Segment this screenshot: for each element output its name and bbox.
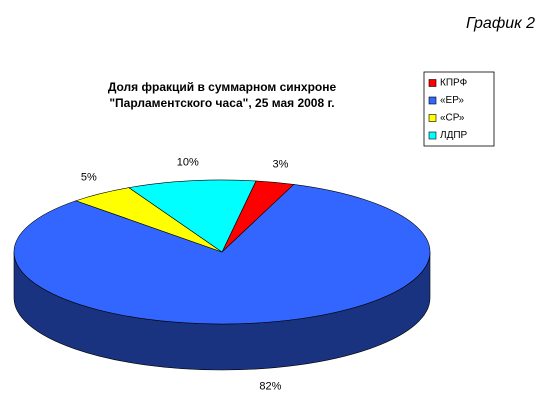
legend-swatch (428, 79, 437, 87)
pie-slice (128, 179, 257, 253)
data-label: 5% (81, 172, 97, 184)
caption: График 2 (466, 15, 535, 32)
legend-swatch (428, 114, 437, 122)
chart-title: Доля фракций в суммарном синхроне (108, 80, 337, 94)
legend-label: КПРФ (440, 78, 468, 89)
legend-label: «СР» (440, 113, 465, 124)
legend-label: ЛДПР (440, 130, 468, 141)
chart-title: "Парламентского часа", 25 мая 2008 г. (109, 96, 334, 110)
legend-swatch (428, 96, 437, 105)
data-label: 3% (272, 158, 288, 170)
legend-swatch (428, 131, 437, 140)
data-label: 82% (259, 380, 281, 392)
legend-label: «ЕР» (440, 95, 464, 106)
data-label: 10% (177, 156, 199, 168)
pie-slice (13, 184, 431, 325)
